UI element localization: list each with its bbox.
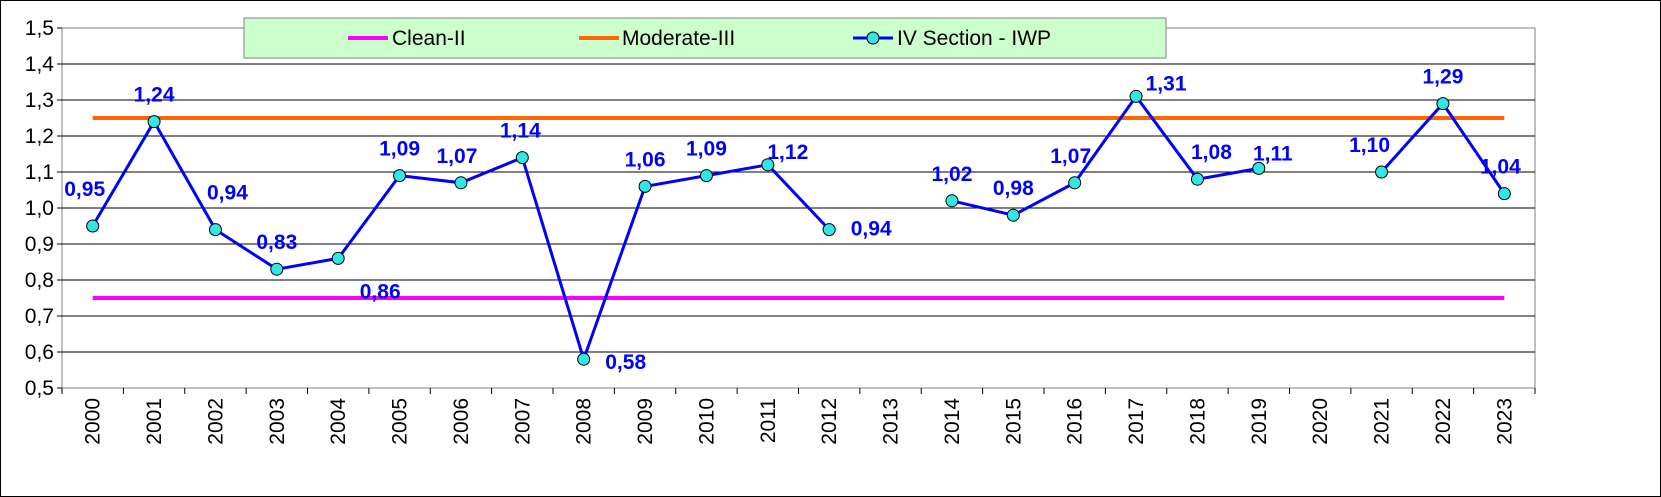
y-tick-label: 1,3	[25, 89, 54, 112]
x-axis: 2000 2001 2002 2003 2004 2005 2006 2007 2008 2009…	[61, 388, 1536, 445]
legend-box	[243, 17, 1167, 59]
y-tick-label: 1,4	[25, 53, 55, 76]
y-tick-label: 0,8	[25, 269, 54, 292]
x-tick-label: 2023	[1493, 398, 1516, 445]
x-tick-label: 2002	[204, 398, 227, 445]
y-tick-label: 1,2	[25, 125, 54, 148]
x-tick-label: 2009	[634, 398, 657, 445]
data-point	[1129, 89, 1143, 103]
data-label: 1,09	[379, 138, 420, 161]
data-label: 1,10	[1349, 134, 1390, 157]
data-point	[1252, 161, 1266, 175]
data-point	[945, 194, 959, 208]
data-point	[147, 115, 161, 129]
data-label: 0,83	[256, 231, 297, 254]
x-tick-label: 2005	[389, 398, 412, 445]
x-tick-label: 2017	[1125, 398, 1148, 445]
data-label: 1,02	[932, 163, 973, 186]
y-tick-label: 0,6	[25, 341, 54, 364]
x-tick-label: 2007	[511, 398, 534, 445]
data-point	[1006, 208, 1020, 222]
legend-marker	[866, 31, 880, 45]
x-tick-label: 2000	[82, 398, 105, 445]
series-layer	[86, 89, 1511, 366]
x-tick-label: 2014	[941, 398, 964, 445]
data-point	[1068, 176, 1082, 190]
y-tick-label: 1,1	[25, 161, 54, 184]
data-label: 0,94	[851, 218, 892, 241]
data-label: 1,06	[625, 148, 666, 171]
data-label: 1,11	[1253, 142, 1293, 165]
data-label: 1,29	[1423, 66, 1464, 89]
data-label: 0,95	[64, 178, 105, 201]
data-point	[638, 179, 652, 193]
y-tick-label: 0,7	[25, 305, 54, 328]
x-tick-label: 2018	[1186, 398, 1209, 445]
data-label: 1,04	[1480, 156, 1521, 179]
data-point	[331, 251, 345, 265]
data-label: 1,08	[1191, 141, 1232, 164]
x-tick-label: 2006	[450, 398, 473, 445]
x-tick-label: 2019	[1248, 398, 1271, 445]
x-tick-label: 2008	[573, 398, 596, 445]
data-point	[515, 151, 529, 165]
x-tick-label: 2004	[327, 398, 350, 445]
data-label: 0,58	[605, 351, 646, 374]
data-label: 0,94	[207, 182, 248, 205]
data-labels: 0,95 1,24 0,94 0,83 0,86 1,09 1,07 1,14 0,58 1,06…	[64, 66, 1521, 375]
data-point	[454, 176, 468, 190]
data-label: 1,07	[437, 145, 478, 168]
y-tick-label: 1,0	[25, 197, 54, 220]
x-tick-label: 2012	[818, 398, 841, 445]
legend: Clean-II Moderate-III IV Section - IWP	[243, 17, 1167, 59]
y-tick-label: 1,5	[25, 17, 54, 40]
x-tick-label: 2021	[1371, 398, 1394, 445]
x-tick-label: 2016	[1064, 398, 1087, 445]
data-point	[1190, 172, 1204, 186]
x-tick-label: 2003	[266, 398, 289, 445]
data-point	[822, 223, 836, 237]
x-tick-label: 2011	[757, 398, 780, 443]
legend-label: IV Section - IWP	[897, 27, 1051, 50]
data-label: 0,86	[360, 280, 401, 303]
data-point	[1436, 97, 1450, 111]
data-label: 1,14	[500, 120, 541, 143]
data-label: 1,12	[767, 141, 808, 164]
x-tick-label: 2020	[1309, 398, 1332, 445]
data-label: 1,24	[134, 84, 175, 107]
y-tick-label: 0,5	[25, 377, 54, 400]
data-point	[761, 158, 775, 172]
data-point	[270, 262, 284, 276]
data-point	[1375, 165, 1389, 179]
x-tick-label: 2022	[1432, 398, 1455, 445]
y-axis: 0,5 0,6 0,7 0,8 0,9 1,0 1,1 1,2 1,3 1,4 1,5	[25, 17, 62, 400]
x-tick-label: 2015	[1002, 398, 1025, 445]
data-point	[699, 169, 713, 183]
data-point	[577, 352, 591, 366]
x-tick-label: 2010	[695, 398, 718, 445]
y-tick-label: 0,9	[25, 233, 54, 256]
x-tick-label: 2001	[143, 398, 166, 445]
gridlines	[62, 63, 1535, 353]
data-label: 0,98	[993, 177, 1034, 200]
legend-label: Moderate-III	[622, 27, 735, 50]
data-point	[208, 223, 222, 237]
data-label: 1,07	[1050, 145, 1091, 168]
x-tick-label: 2013	[880, 398, 903, 445]
series-line-iwp	[951, 93, 1260, 217]
legend-label: Clean-II	[392, 27, 466, 50]
data-label: 1,31	[1146, 72, 1187, 95]
data-point	[393, 169, 407, 183]
data-point	[86, 219, 100, 233]
data-point	[1497, 187, 1511, 201]
data-label: 1,09	[686, 138, 727, 161]
